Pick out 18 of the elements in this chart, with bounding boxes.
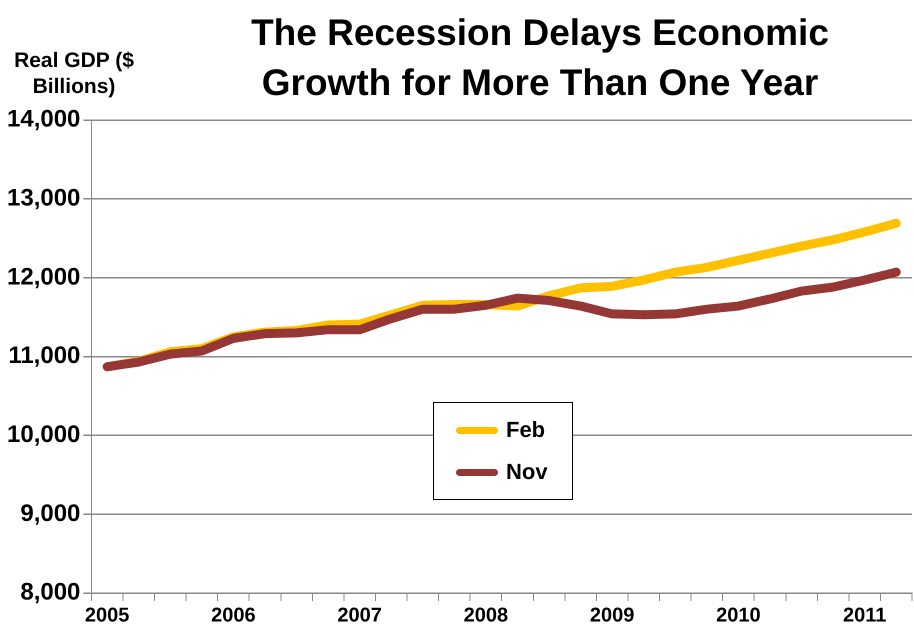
x-tick-label: 2005	[84, 604, 130, 627]
y-axis-title: Real GDP ($ Billions)	[13, 48, 135, 100]
y-tick-label: 12,000	[7, 263, 80, 290]
chart-title: The Recession Delays Economic Growth for More Than One Year	[250, 11, 830, 105]
x-tick-label: 2007	[337, 604, 382, 627]
legend-label: Feb	[506, 417, 546, 443]
y-tick-label: 11,000	[8, 342, 80, 370]
legend-label: Nov	[506, 459, 548, 485]
x-tick-label: 2006	[211, 604, 256, 627]
y-tick-label: 8,000	[20, 578, 80, 606]
y-tick-label: 13,000	[7, 184, 80, 212]
x-tick-label: 2008	[464, 604, 508, 627]
y-tick-label: 9,000	[20, 500, 80, 527]
x-tick-label: 2010	[716, 604, 761, 627]
x-tick-label: 2011	[842, 604, 886, 627]
y-tick-label: 10,000	[7, 420, 80, 448]
y-tick-label: 14,000	[7, 106, 80, 133]
x-tick-label: 2009	[590, 604, 634, 627]
